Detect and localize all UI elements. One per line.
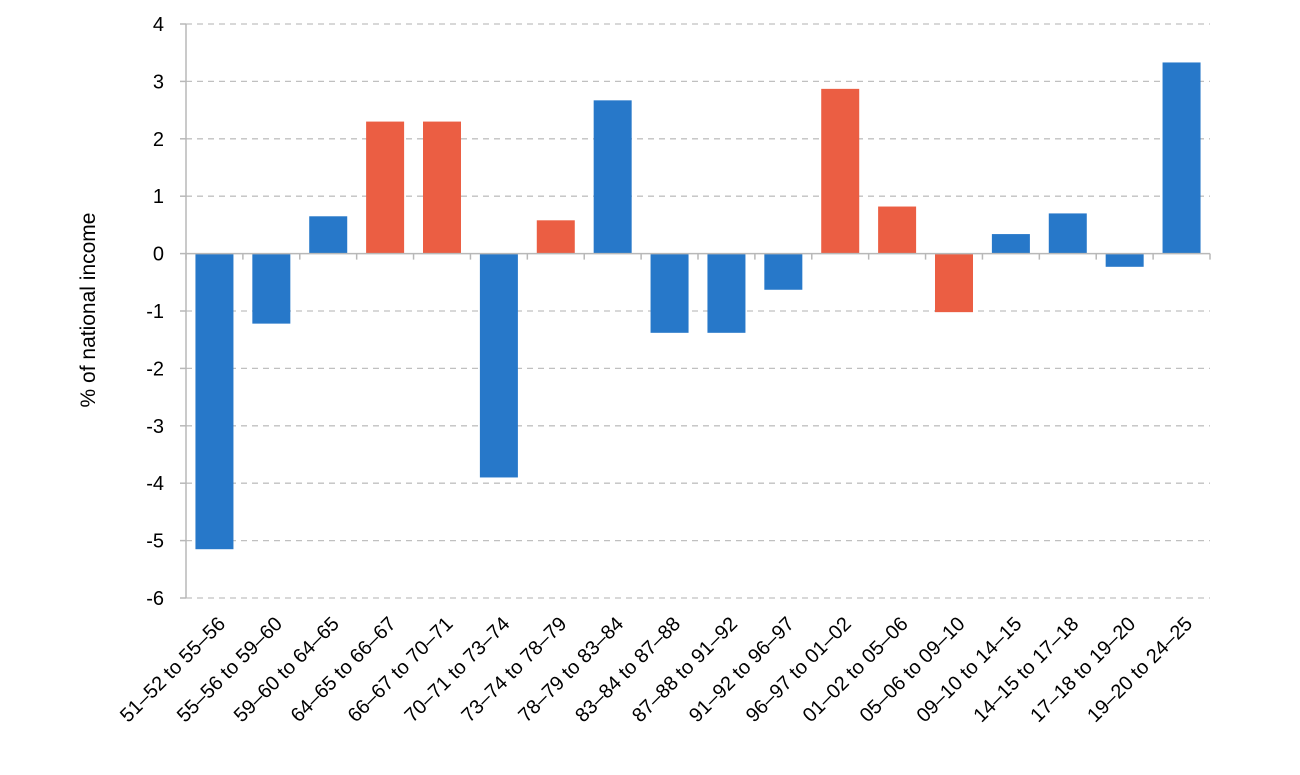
y-tick-label: 4 <box>153 14 164 36</box>
bar <box>195 253 234 550</box>
x-tick-label: 17–18 to 19–20 <box>1026 613 1140 727</box>
x-tick-label: 09–10 to 14–15 <box>913 613 1027 727</box>
x-tick-label: 51–52 to 55–56 <box>116 613 230 727</box>
y-tick-label: -4 <box>146 473 164 495</box>
bar <box>479 253 518 478</box>
y-tick-label: 0 <box>153 244 164 266</box>
bar <box>423 121 461 254</box>
bar <box>309 216 348 254</box>
y-tick-label: -5 <box>146 531 164 553</box>
bar <box>1048 213 1087 254</box>
bar <box>366 121 405 254</box>
x-tick-label: 87–88 to 91–92 <box>628 613 742 727</box>
bar <box>593 100 632 254</box>
x-tick-label: 73–74 to 78–79 <box>457 613 571 727</box>
y-tick-label: -3 <box>146 416 164 438</box>
x-tick-label: 66–67 to 70–71 <box>344 613 458 727</box>
y-tick-label: 2 <box>153 129 164 151</box>
x-tick-label: 78–79 to 83–84 <box>514 613 628 727</box>
y-tick-label: -2 <box>146 358 164 380</box>
bar <box>878 206 917 254</box>
bar <box>991 234 1030 254</box>
x-tick-label: 55–56 to 59–60 <box>173 613 287 727</box>
x-tick-label: 59–60 to 64–65 <box>230 613 344 727</box>
bar <box>1162 62 1201 254</box>
bar <box>252 253 291 324</box>
x-tick-label: 91–92 to 96–97 <box>685 613 799 727</box>
y-tick-label: 3 <box>153 71 164 93</box>
y-tick-label: -6 <box>146 588 164 610</box>
y-tick-label: 1 <box>153 186 164 208</box>
x-tick-label: 14–15 to 17–18 <box>969 613 1083 727</box>
y-tick-label: -1 <box>146 301 164 323</box>
y-axis-title: % of national income <box>77 213 100 408</box>
x-tick-label: 01–02 to 05–06 <box>799 613 913 727</box>
bar <box>650 253 689 333</box>
bar <box>1105 253 1144 267</box>
x-tick-label: 19–20 to 24–25 <box>1083 613 1197 727</box>
gridlines <box>186 23 1210 599</box>
x-tick-label: 70–71 to 73–74 <box>401 613 515 727</box>
axes <box>180 23 1211 599</box>
bar <box>536 220 575 254</box>
y-tick-labels: 4 3 2 1 0 -1 -2 -3 -4 -5 -6 <box>146 14 164 610</box>
x-tick-label: 64–65 to 66–67 <box>287 613 401 727</box>
x-tick-label: 83–84 to 87–88 <box>571 613 685 727</box>
bar <box>707 253 746 333</box>
bars <box>195 62 1201 550</box>
bar <box>821 88 860 254</box>
bar <box>935 253 973 313</box>
x-tick-label: 96–97 to 01–02 <box>742 613 856 727</box>
bar <box>764 253 803 290</box>
x-tick-label: 05–06 to 09–10 <box>856 613 970 727</box>
